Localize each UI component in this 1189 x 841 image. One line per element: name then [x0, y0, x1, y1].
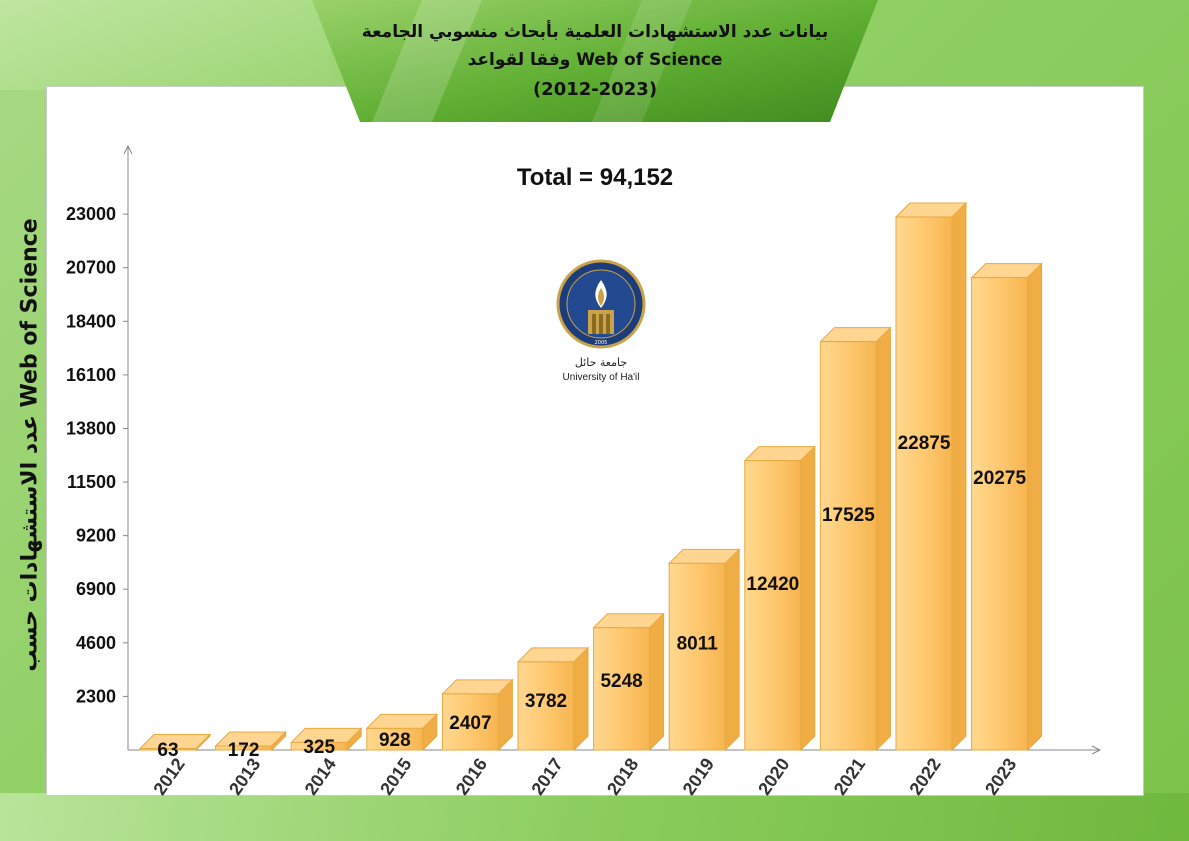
bar-group [138, 733, 212, 752]
x-tick-label: 2018 [603, 754, 642, 798]
bar [441, 693, 499, 751]
y-axis-arrow [123, 144, 133, 155]
bar [593, 627, 651, 751]
bar-value-label: 325 [303, 737, 335, 758]
bar [744, 460, 802, 751]
bar [895, 216, 953, 751]
x-tick-label: 2019 [679, 754, 718, 798]
bar-value-label: 12420 [746, 574, 799, 595]
bar-side [951, 201, 967, 752]
y-tick-label: 9200 [76, 526, 116, 546]
total-annotation: Total = 94,152 [516, 164, 674, 191]
bar [290, 741, 348, 751]
x-tick-label: 2023 [981, 754, 1020, 798]
x-tick-label: 2014 [301, 754, 340, 798]
title-banner [312, 0, 878, 122]
x-tick-label: 2022 [905, 754, 944, 798]
x-tick-label: 2015 [376, 754, 415, 798]
y-tick-label: 23000 [66, 204, 116, 224]
bar [819, 341, 877, 751]
bar [139, 748, 197, 751]
bar-group [970, 262, 1043, 752]
bar-group [592, 612, 665, 752]
y-tick-label: 18400 [66, 311, 116, 331]
bar-value-label: 172 [228, 740, 260, 761]
bar-group [289, 727, 363, 752]
bar-side [800, 445, 816, 752]
bar-value-label: 3782 [525, 691, 567, 712]
bar-group [743, 445, 817, 752]
bar-group [516, 646, 590, 752]
title-line-1: بيانات عدد الاستشهادات العلمية بأبحاث من… [361, 22, 829, 42]
x-tick-label: 2013 [225, 754, 264, 798]
bar-side [1027, 262, 1043, 752]
bar-side [724, 548, 740, 752]
x-tick-label: 2016 [452, 754, 491, 798]
y-tick-label: 13800 [66, 418, 116, 438]
bar-value-label: 5248 [600, 671, 642, 692]
bar-group [441, 678, 514, 752]
bar-value-label: 928 [379, 730, 411, 751]
bar-side [875, 326, 891, 752]
bar-value-label: 63 [157, 740, 178, 761]
bar-value-label: 2407 [449, 713, 491, 734]
bar [517, 661, 575, 751]
bar-side [573, 646, 589, 752]
y-tick-label: 6900 [76, 579, 116, 599]
title-line-2: وفقا لقواعد Web of Science [467, 50, 723, 70]
title-line-3: (2012-2023) [532, 79, 658, 100]
x-tick-label: 2012 [149, 754, 188, 798]
background-stripe-left [0, 0, 330, 90]
x-tick-label: 2021 [830, 754, 869, 798]
bar [971, 277, 1029, 751]
bar-group [667, 548, 741, 752]
y-tick-label: 16100 [66, 365, 116, 385]
bar-value-label: 20275 [973, 468, 1026, 489]
bar-value-label: 17525 [822, 505, 875, 526]
logo-name-en: University of Ha'il [563, 372, 640, 383]
bar-value-label: 22875 [898, 433, 951, 454]
x-tick-label: 2017 [527, 754, 566, 798]
bar-group [365, 713, 439, 752]
bar-group [214, 730, 287, 752]
bar-value-label: 8011 [677, 634, 719, 655]
bar [366, 727, 424, 751]
bar [215, 745, 273, 751]
y-tick-label: 11500 [67, 472, 116, 492]
x-tick-label: 2020 [754, 754, 793, 798]
university-logo: 2005 جامعة حائل University of Ha'il [546, 258, 656, 386]
background-stripe-bottom [0, 793, 1189, 841]
bar [668, 562, 726, 751]
logo-year: 2005 [595, 340, 608, 346]
logo-name-ar: جامعة حائل [575, 356, 627, 369]
y-tick-label: 4600 [76, 633, 116, 653]
bar-side [649, 612, 665, 752]
bar-group [894, 201, 968, 752]
y-tick-label: 2300 [76, 686, 116, 706]
x-axis-arrow [1091, 745, 1102, 755]
bar-group [819, 326, 892, 752]
y-tick-label: 20700 [66, 258, 116, 278]
